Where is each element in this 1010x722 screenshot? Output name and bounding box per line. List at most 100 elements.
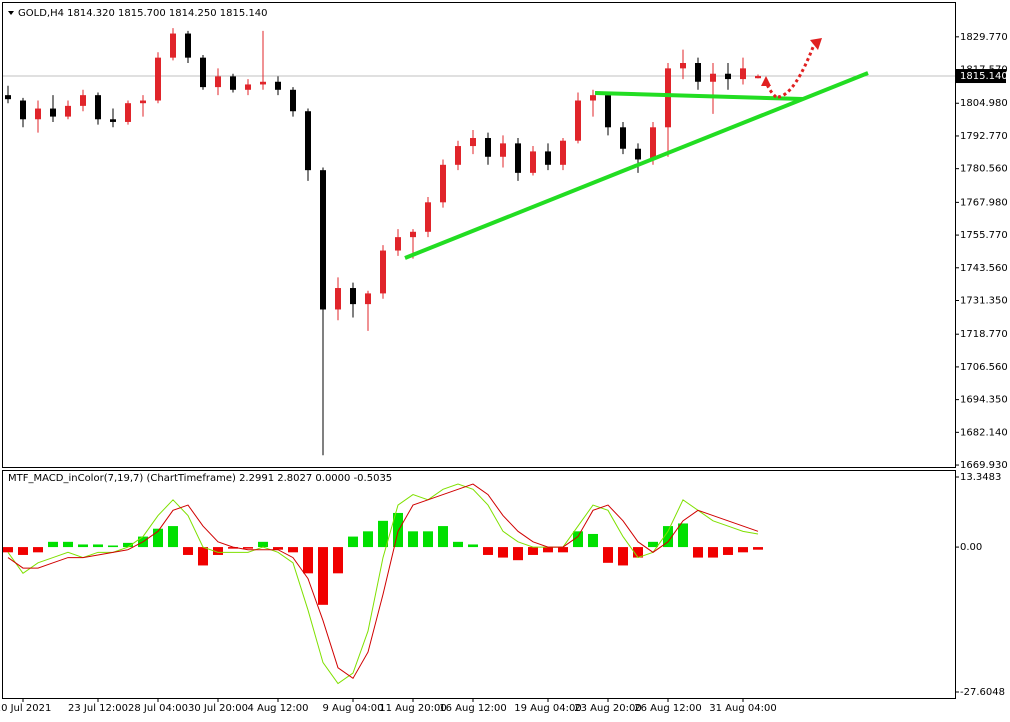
candle-body bbox=[590, 95, 596, 101]
histogram-bar bbox=[378, 520, 388, 548]
histogram-bar bbox=[303, 547, 313, 574]
histogram-bar bbox=[528, 547, 538, 555]
histogram-bar bbox=[663, 526, 673, 548]
candle-body bbox=[425, 202, 431, 232]
candle-body bbox=[50, 108, 56, 117]
histogram-bar bbox=[63, 541, 73, 548]
candle-body bbox=[575, 100, 581, 141]
candle-body bbox=[755, 76, 761, 79]
histogram-bar bbox=[753, 547, 763, 550]
y-tick-label: 1792.770 bbox=[960, 131, 1008, 142]
candle-body bbox=[80, 95, 86, 106]
last-price-label: 1815.140 bbox=[960, 71, 1008, 82]
histogram-bar bbox=[558, 547, 568, 553]
histogram-bar bbox=[603, 547, 613, 563]
y-tick-label: 1669.930 bbox=[960, 460, 1008, 471]
candle-body bbox=[440, 164, 446, 203]
x-tick-label: 30 Jul 20:00 bbox=[188, 703, 248, 714]
histogram-bar bbox=[48, 541, 58, 548]
x-tick-label: 9 Aug 04:00 bbox=[322, 703, 383, 714]
signal-line bbox=[7, 483, 759, 680]
x-tick-label: 31 Aug 04:00 bbox=[709, 703, 776, 714]
histogram-bar bbox=[243, 547, 253, 549]
candle-body bbox=[635, 148, 641, 160]
candle-body bbox=[110, 119, 116, 122]
histogram-bar bbox=[318, 547, 328, 605]
last-price-box bbox=[956, 69, 1006, 84]
trend-line[interactable] bbox=[404, 71, 869, 260]
candle-body bbox=[350, 288, 356, 305]
y-tick-label: 1743.560 bbox=[960, 263, 1008, 274]
histogram-bar bbox=[153, 528, 163, 548]
macd-line bbox=[7, 483, 759, 685]
candle-body bbox=[380, 250, 386, 294]
y-tick-label: 1718.770 bbox=[960, 329, 1008, 340]
candle-body bbox=[170, 33, 176, 58]
candle-body bbox=[290, 89, 296, 112]
histogram-bar bbox=[438, 526, 448, 548]
histogram-bar bbox=[423, 531, 433, 548]
x-tick-label: 26 Aug 12:00 bbox=[634, 703, 701, 714]
histogram-bar bbox=[288, 547, 298, 553]
candle-body bbox=[740, 68, 746, 80]
x-tick-label: 20 Jul 2021 bbox=[0, 703, 51, 714]
menu-arrow[interactable] bbox=[8, 11, 14, 15]
histogram-bar bbox=[18, 547, 28, 555]
histogram-bar bbox=[198, 547, 208, 566]
arrow-head bbox=[810, 38, 822, 50]
candle-body bbox=[515, 143, 521, 173]
histogram-bar bbox=[108, 545, 118, 548]
candle-body bbox=[725, 73, 731, 80]
candle-body bbox=[320, 170, 326, 310]
candle-body bbox=[665, 68, 671, 128]
histogram-bar bbox=[453, 541, 463, 548]
histogram-bar bbox=[123, 542, 133, 548]
candle-body bbox=[365, 293, 371, 305]
candle-body bbox=[155, 57, 161, 101]
y-tick-label: -27.6048 bbox=[960, 687, 1005, 698]
histogram-bar bbox=[348, 536, 358, 548]
y-tick-label: 1755.770 bbox=[960, 230, 1008, 241]
candle-body bbox=[470, 138, 476, 147]
y-tick-label: 1682.140 bbox=[960, 427, 1008, 438]
histogram-bar bbox=[363, 531, 373, 548]
indicator-title: MTF_MACD_inColor(7,19,7) (ChartTimeframe… bbox=[8, 473, 392, 484]
candle-body bbox=[185, 33, 191, 58]
histogram-bar bbox=[633, 547, 643, 558]
histogram-bar bbox=[3, 547, 13, 553]
candle-body bbox=[215, 76, 221, 88]
candle-body bbox=[200, 57, 206, 88]
candle-body bbox=[5, 95, 11, 100]
x-tick-label: 28 Jul 04:00 bbox=[128, 703, 188, 714]
candle-body bbox=[605, 95, 611, 128]
x-tick-label: 23 Aug 20:00 bbox=[574, 703, 641, 714]
histogram-bar bbox=[183, 547, 193, 555]
candle-body bbox=[95, 95, 101, 120]
candle-body bbox=[455, 146, 461, 165]
histogram-bar bbox=[543, 547, 553, 553]
candle-body bbox=[650, 127, 656, 160]
x-tick-label: 16 Aug 12:00 bbox=[439, 703, 506, 714]
histogram-bar bbox=[468, 544, 478, 548]
x-tick-label: 4 Aug 12:00 bbox=[247, 703, 308, 714]
histogram-bar bbox=[618, 547, 628, 566]
y-tick-label: 1804.980 bbox=[960, 98, 1008, 109]
candle-body bbox=[230, 76, 236, 90]
x-tick-label: 11 Aug 20:00 bbox=[379, 703, 446, 714]
candle-body bbox=[335, 288, 341, 310]
x-tick-label: 19 Aug 04:00 bbox=[514, 703, 581, 714]
histogram-bar bbox=[213, 547, 223, 555]
y-tick-label: 0.00 bbox=[960, 542, 982, 553]
trend-line[interactable] bbox=[594, 91, 804, 101]
candle-body bbox=[20, 100, 26, 120]
y-tick-label: 1780.560 bbox=[960, 164, 1008, 175]
candle-body bbox=[530, 151, 536, 173]
y-tick-label: 13.3483 bbox=[960, 472, 1001, 483]
histogram-bar bbox=[273, 547, 283, 550]
histogram-bar bbox=[723, 547, 733, 555]
arrow-head bbox=[761, 76, 771, 86]
histogram-bar bbox=[393, 512, 403, 548]
candle-body bbox=[275, 81, 281, 90]
